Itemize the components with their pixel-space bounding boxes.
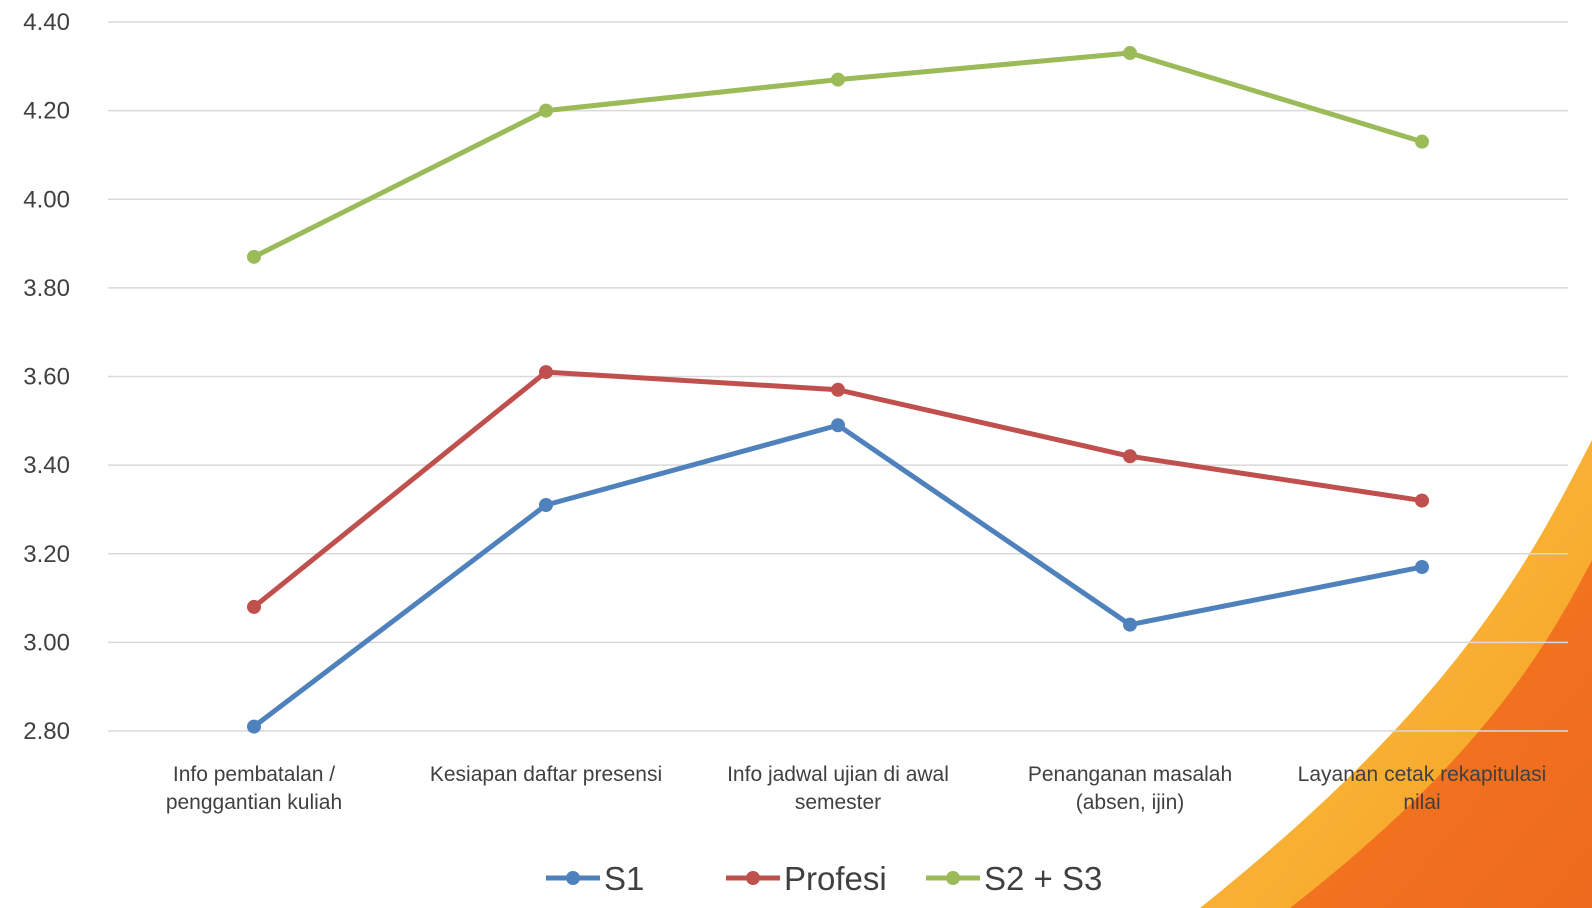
series-line [251,422,1425,730]
data-point [539,103,553,118]
x-category-label: Info pembatalan / penggantian kuliah [166,763,342,814]
legend-marker [566,871,580,885]
x-category-label: Penanganan masalah (absen, ijin) [1028,763,1232,814]
decorative-swoosh [1200,440,1592,908]
data-point [247,249,261,264]
legend-label: S2 + S3 [984,860,1102,897]
x-axis-category-labels: Info pembatalan / penggantian kuliah Kesia… [166,763,1547,814]
series-profesi [247,365,1429,614]
y-tick-label: 3.20 [23,541,70,568]
legend-label: Profesi [784,860,887,897]
data-point [1123,617,1137,632]
series-s1 [247,418,1429,734]
x-category-label-line: nilai [1403,791,1440,814]
data-point [831,382,845,397]
x-category-label: Kesiapan daftar presensi [430,763,662,786]
y-tick-label: 4.40 [23,9,70,36]
legend-marker [946,871,960,885]
x-category-label-line: penggantian kuliah [166,791,342,814]
data-point [247,599,261,614]
data-point [247,719,261,734]
gridlines [108,21,1568,732]
data-point [1415,493,1429,508]
data-point [831,418,845,433]
x-category-label: Info jadwal ujian di awal semester [727,763,949,814]
legend-label: S1 [604,860,644,897]
x-category-label-line: Kesiapan daftar presensi [430,763,662,786]
y-tick-label: 4.20 [23,98,70,125]
data-point [1123,46,1137,61]
y-tick-label: 3.40 [23,452,70,479]
series-s2-s3 [247,46,1429,264]
x-category-label-line: Info jadwal ujian di awal [727,763,949,786]
data-point [539,498,553,513]
y-tick-label: 2.80 [23,718,70,745]
y-tick-label: 3.80 [23,275,70,302]
data-point [831,72,845,87]
x-category-label-line: (absen, ijin) [1076,791,1185,814]
legend-item: S2 + S3 [926,860,1102,897]
data-series [247,46,1429,734]
legend-marker [746,871,760,885]
x-category-label-line: Penanganan masalah [1028,763,1232,786]
x-category-label-line: Info pembatalan / [173,763,335,786]
legend: S1 Profesi S2 + S3 [546,860,1102,897]
x-category-label-line: semester [795,791,881,814]
series-line [251,369,1425,610]
y-tick-label: 3.60 [23,364,70,391]
data-point [1415,560,1429,575]
x-category-label-line: Layanan cetak rekapitulasi [1298,763,1547,786]
data-point [1123,449,1137,464]
swoosh-inner-shape [1290,560,1592,908]
data-point [1415,134,1429,149]
legend-item: S1 [546,860,644,897]
x-category-label: Layanan cetak rekapitulasi nilai [1298,763,1547,814]
y-axis-tick-labels: 2.80 3.00 3.20 3.40 3.60 3.80 4.00 4.20 4.40 [23,9,70,745]
y-tick-label: 3.00 [23,629,70,656]
legend-item: Profesi [726,860,887,897]
y-tick-label: 4.00 [23,186,70,213]
data-point [539,365,553,380]
